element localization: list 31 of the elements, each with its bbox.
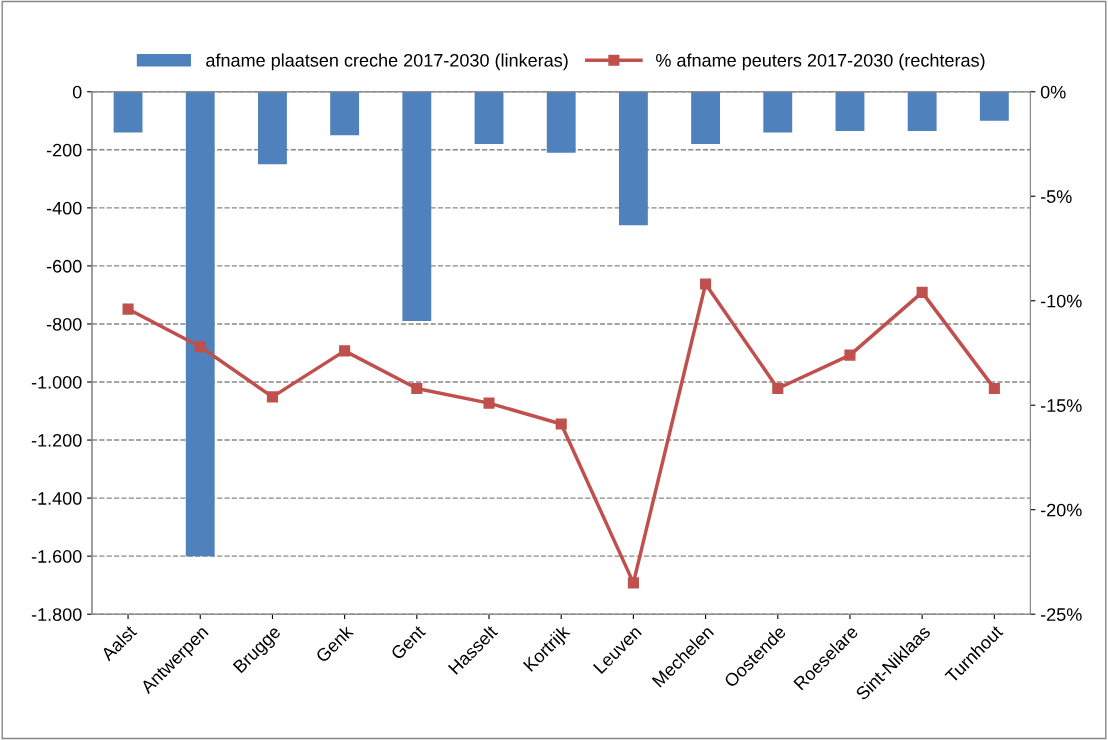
y-tick-label: -1.000 (31, 375, 82, 389)
point (122, 303, 134, 315)
point (194, 341, 206, 353)
point (555, 418, 567, 430)
point (988, 382, 1000, 395)
legend-label: % afname peuters 2017-2030 (rechteras) (656, 53, 985, 71)
y-tick-label: -1.800 (31, 608, 82, 621)
point (772, 382, 784, 395)
y2-tick-label: -10% (1040, 294, 1082, 308)
y-tick-label: -1.600 (31, 550, 82, 563)
y2-tick-label: -25% (1040, 608, 1082, 621)
point (483, 397, 495, 409)
point (627, 577, 639, 589)
point (266, 391, 278, 403)
y2-tick-label: -5% (1040, 190, 1072, 203)
point (411, 382, 423, 395)
y-tick-label: -800 (46, 317, 82, 331)
point (916, 286, 928, 298)
point (339, 345, 351, 357)
y2-tick-label: -15% (1040, 399, 1082, 412)
point (700, 278, 712, 290)
y-tick-label: -1.200 (31, 433, 82, 447)
y-tick-label: 0 (72, 85, 82, 99)
y-tick-label: -400 (46, 201, 82, 215)
legend-label: afname plaatsen creche 2017-2030 (linkeras) (206, 53, 568, 71)
y-tick-label: -1.400 (31, 492, 82, 505)
y2-tick-label: -20% (1040, 503, 1082, 517)
y-tick-label: -600 (46, 259, 82, 273)
y2-tick-label: 0% (1040, 85, 1066, 99)
y-tick-label: -200 (46, 143, 82, 157)
point (844, 349, 856, 361)
